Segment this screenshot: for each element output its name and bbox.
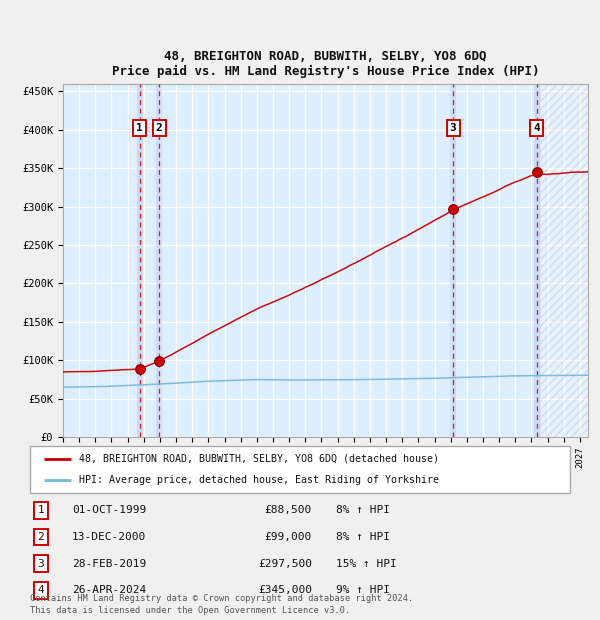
Text: £88,500: £88,500 [265,505,312,515]
Text: 01-OCT-1999: 01-OCT-1999 [72,505,146,515]
Text: 26-APR-2024: 26-APR-2024 [72,585,146,595]
Text: 13-DEC-2000: 13-DEC-2000 [72,532,146,542]
Bar [539,84,588,437]
Text: 28-FEB-2019: 28-FEB-2019 [72,559,146,569]
Bar [534,84,539,437]
Text: 9% ↑ HPI: 9% ↑ HPI [336,585,390,595]
Text: 1: 1 [136,123,143,133]
Text: 48, BREIGHTON ROAD, BUBWITH, SELBY, YO8 6DQ (detached house): 48, BREIGHTON ROAD, BUBWITH, SELBY, YO8 … [79,454,439,464]
Text: 2: 2 [37,532,44,542]
Text: £297,500: £297,500 [258,559,312,569]
Title: 48, BREIGHTON ROAD, BUBWITH, SELBY, YO8 6DQ
Price paid vs. HM Land Registry's Ho: 48, BREIGHTON ROAD, BUBWITH, SELBY, YO8 … [112,50,539,78]
Text: 4: 4 [533,123,540,133]
Text: 8% ↑ HPI: 8% ↑ HPI [336,505,390,515]
Text: Contains HM Land Registry data © Crown copyright and database right 2024.
This d: Contains HM Land Registry data © Crown c… [30,594,413,615]
Text: £99,000: £99,000 [265,532,312,542]
Text: 15% ↑ HPI: 15% ↑ HPI [336,559,397,569]
Bar [450,84,456,437]
Text: 3: 3 [450,123,457,133]
Text: 8% ↑ HPI: 8% ↑ HPI [336,532,390,542]
Bar [156,84,162,437]
FancyBboxPatch shape [30,446,570,493]
Text: 1: 1 [37,505,44,515]
Text: 3: 3 [37,559,44,569]
Text: £345,000: £345,000 [258,585,312,595]
Text: 2: 2 [156,123,163,133]
Bar [137,84,143,437]
Text: 4: 4 [37,585,44,595]
Text: HPI: Average price, detached house, East Riding of Yorkshire: HPI: Average price, detached house, East… [79,476,439,485]
